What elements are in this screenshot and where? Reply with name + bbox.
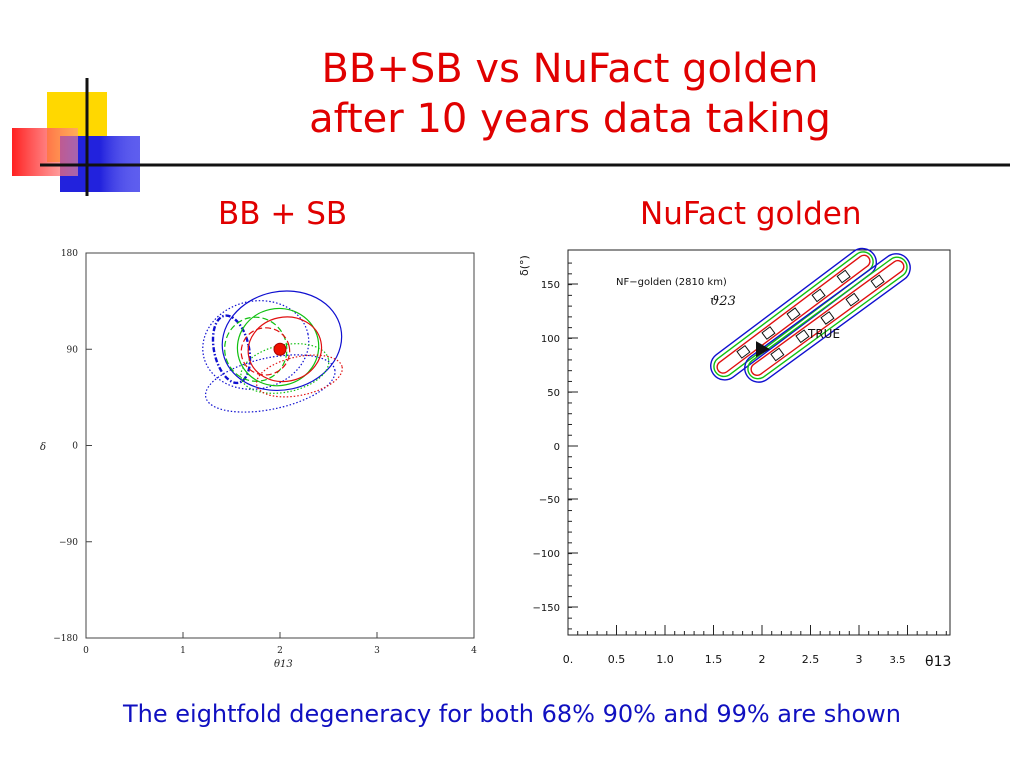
- true-annotation: TRUE: [807, 327, 840, 341]
- left-contour: [221, 290, 343, 392]
- right-x-tick-label: 3: [856, 653, 863, 666]
- right-y-tick-label: −150: [533, 603, 560, 614]
- right-y-tick-label: −50: [539, 495, 560, 506]
- right-x-tick-label: 3.5: [890, 655, 906, 666]
- right-band-island: [786, 307, 801, 322]
- right-plot-frame: [567, 249, 951, 636]
- right-band-island: [836, 269, 851, 284]
- left-y-tick-label: 90: [67, 345, 79, 355]
- right-band-island: [736, 344, 751, 359]
- left-true-point: [273, 342, 287, 356]
- right-y-tick-label: 0: [554, 442, 560, 453]
- left-y-tick-label: 180: [61, 249, 78, 259]
- left-y-tick-label: 0: [72, 442, 78, 452]
- right-band-contour: [750, 259, 905, 376]
- right-xlabel: θ13: [925, 654, 951, 670]
- right-band-island: [811, 288, 826, 303]
- red-square: [12, 128, 78, 176]
- right-band-island: [795, 329, 810, 344]
- right-x-tick-label: 2.5: [802, 653, 820, 666]
- left-contour: [247, 316, 323, 383]
- right-x-tick-label: 2: [759, 653, 766, 666]
- left-contour: [224, 316, 288, 382]
- right-y-tick-label: −100: [533, 549, 560, 560]
- right-y-tick-label: 50: [547, 388, 560, 399]
- right-y-tick-label: 150: [541, 280, 560, 291]
- right-band-island: [845, 292, 860, 307]
- right-band-contour: [716, 254, 871, 374]
- left-contour: [202, 300, 310, 390]
- right-x-tick-label: 0.5: [608, 653, 626, 666]
- left-contour: [204, 354, 336, 413]
- left-xlabel: θ13: [274, 659, 293, 670]
- right-band-contour: [713, 251, 874, 378]
- slide-title: BB+SB vs NuFact golden after 10 years da…: [180, 44, 960, 144]
- right-x-tick-label: 1.5: [705, 653, 723, 666]
- left-x-tick-label: 2: [277, 646, 283, 656]
- left-contour: [255, 354, 343, 398]
- right-ylabel: δ(°): [518, 255, 531, 276]
- right-band-island: [820, 311, 835, 325]
- left-y-tick-label: −180: [53, 634, 78, 644]
- right-band-island: [870, 274, 885, 289]
- right-x-tick-label: 1.0: [656, 653, 674, 666]
- right-band-island: [761, 326, 776, 340]
- right-true-marker: [756, 341, 770, 358]
- right-band-contour: [744, 253, 911, 383]
- slide-footer: The eightfold degeneracy for both 68% 90…: [123, 700, 901, 728]
- left-x-tick-label: 1: [180, 646, 186, 656]
- title-line-1: BB+SB vs NuFact golden: [321, 46, 819, 92]
- right-band-contour: [747, 256, 908, 380]
- left-ylabel: δ: [40, 442, 46, 453]
- left-contour: [240, 343, 330, 394]
- left-x-tick-label: 0: [83, 646, 89, 656]
- right-band-island: [770, 347, 785, 362]
- right-band-contour: [710, 247, 878, 381]
- right-y-tick-label: 100: [541, 334, 560, 345]
- left-contour: [236, 307, 320, 387]
- left-chart-label: BB + SB: [218, 196, 348, 232]
- left-y-tick-label: −90: [59, 538, 78, 548]
- theta23-annotation: ϑ23: [710, 294, 736, 309]
- left-contour: [240, 327, 291, 376]
- left-x-tick-label: 3: [374, 646, 380, 656]
- right-chart-label: NuFact golden: [640, 196, 862, 232]
- right-legend: NF−golden (2810 km): [616, 277, 727, 288]
- right-x-tick-label: 0.: [563, 653, 574, 666]
- title-line-2: after 10 years data taking: [309, 96, 831, 142]
- left-x-tick-label: 4: [471, 646, 477, 656]
